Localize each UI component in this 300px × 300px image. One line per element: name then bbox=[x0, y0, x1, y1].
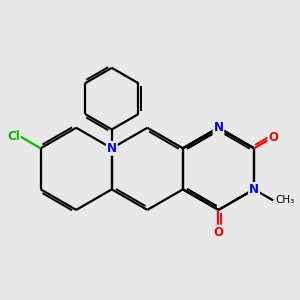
Text: N: N bbox=[214, 121, 224, 134]
Text: N: N bbox=[249, 183, 259, 196]
Text: N: N bbox=[107, 142, 117, 155]
Text: O: O bbox=[268, 131, 278, 144]
Text: Cl: Cl bbox=[7, 130, 20, 143]
Text: O: O bbox=[214, 226, 224, 238]
Text: CH₃: CH₃ bbox=[275, 196, 294, 206]
